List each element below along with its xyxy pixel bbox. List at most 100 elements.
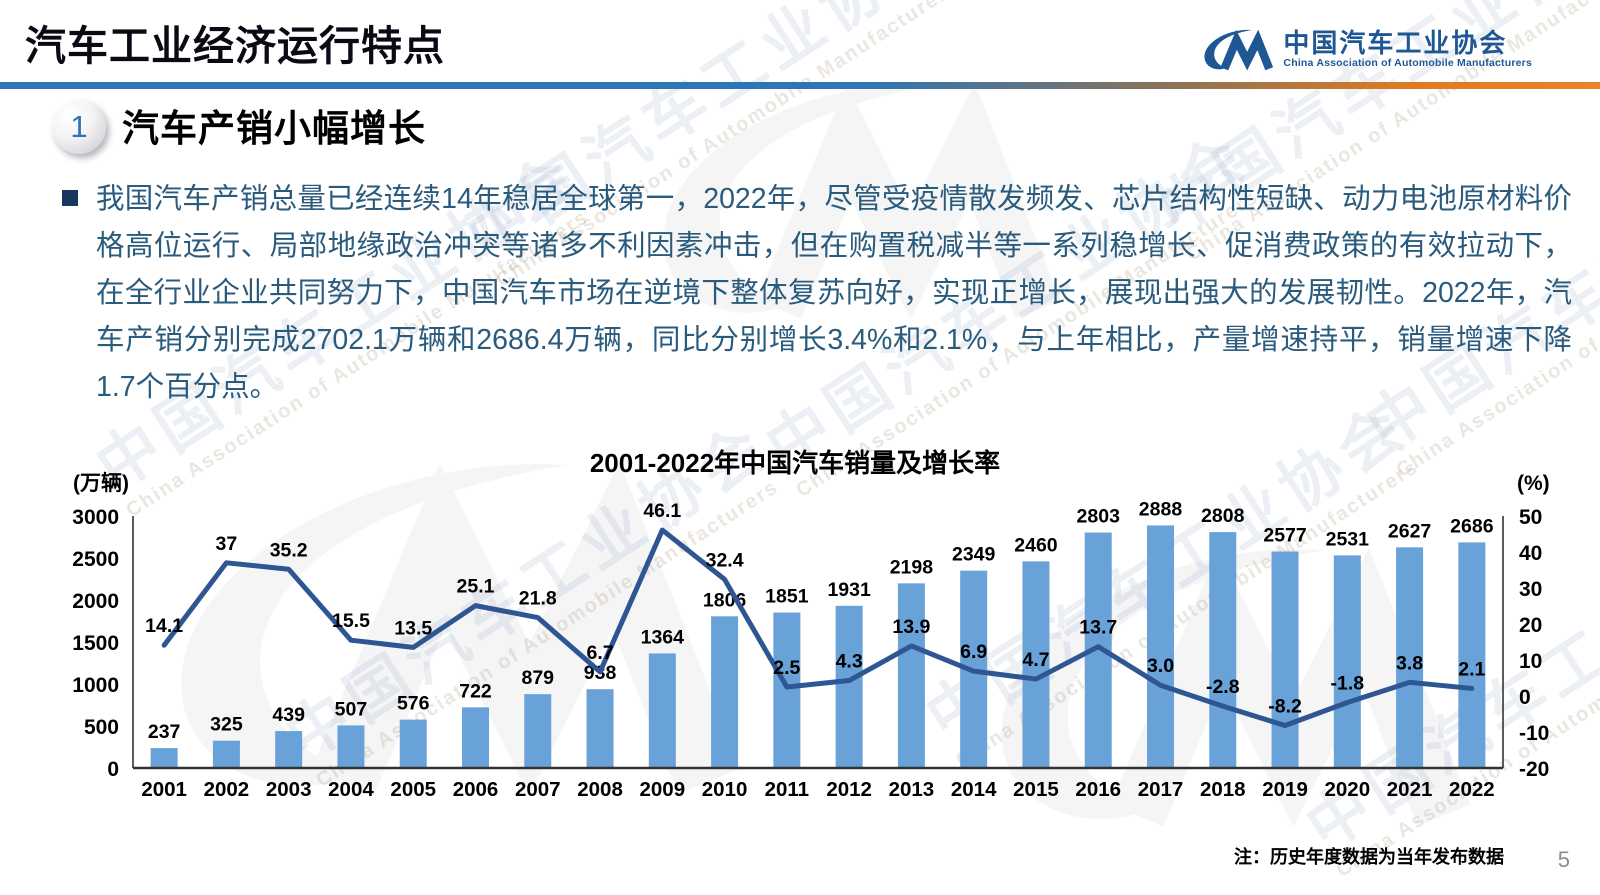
x-tick-2013: 2013 <box>889 778 935 801</box>
bar-label-2012: 1931 <box>827 579 871 601</box>
bar-2007 <box>524 694 552 768</box>
bar-label-2016: 2803 <box>1077 506 1121 528</box>
x-tick-2007: 2007 <box>515 778 561 801</box>
caam-logo-mark <box>1204 29 1274 71</box>
footnote: 注：历史年度数据为当年发布数据 <box>1234 847 1504 867</box>
bar-2010 <box>711 616 739 768</box>
line-label-2015: 4.7 <box>1022 649 1049 671</box>
x-tick-2011: 2011 <box>765 778 809 801</box>
bar-label-2002: 325 <box>210 714 243 736</box>
line-label-2006: 25.1 <box>457 576 495 598</box>
left-axis-tick: 2000 <box>72 590 119 613</box>
section-title: 汽车产销小幅增长 <box>122 108 426 149</box>
bar-2009 <box>648 653 676 768</box>
bar-label-2013: 2198 <box>890 556 934 578</box>
right-axis-tick: 30 <box>1519 578 1542 601</box>
left-axis-tick: 500 <box>84 716 119 739</box>
line-label-2018: -2.8 <box>1206 676 1240 698</box>
line-label-2010: 32.4 <box>706 549 744 571</box>
line-label-2011: 2.5 <box>773 657 800 679</box>
right-axis-tick: 20 <box>1519 614 1542 637</box>
right-axis-tick: 10 <box>1519 650 1542 673</box>
bar-label-2011: 1851 <box>765 586 809 608</box>
line-label-2016: 13.7 <box>1079 617 1117 639</box>
line-label-2001: 14.1 <box>145 615 183 637</box>
bar-2012 <box>835 605 863 768</box>
bar-label-2017: 2888 <box>1139 498 1183 520</box>
line-label-2012: 4.3 <box>836 651 863 673</box>
bar-label-2003: 439 <box>272 704 305 726</box>
x-tick-2014: 2014 <box>951 778 997 801</box>
x-tick-2015: 2015 <box>1013 778 1059 801</box>
bar-label-2006: 722 <box>459 680 492 702</box>
right-axis-tick: 40 <box>1519 542 1542 565</box>
bar-label-2007: 879 <box>521 667 554 689</box>
left-axis-tick: 1500 <box>72 632 119 655</box>
x-tick-2016: 2016 <box>1075 778 1121 801</box>
x-tick-2021: 2021 <box>1387 778 1433 801</box>
left-axis-tick: 2500 <box>72 548 119 571</box>
bar-2021 <box>1396 547 1424 768</box>
bar-2020 <box>1333 555 1361 768</box>
bar-label-2019: 2577 <box>1263 525 1306 547</box>
left-axis-tick: 0 <box>107 758 119 781</box>
line-label-2013: 13.9 <box>892 616 930 638</box>
page-title: 汽车工业经济运行特点 <box>25 23 445 69</box>
right-axis-tick: -20 <box>1519 758 1549 781</box>
right-axis-tick: 50 <box>1519 506 1542 529</box>
line-label-2014: 6.9 <box>960 641 987 663</box>
line-label-2007: 21.8 <box>519 588 557 610</box>
x-tick-2018: 2018 <box>1200 778 1246 801</box>
left-axis-tick: 3000 <box>72 506 119 529</box>
body-paragraph: 我国汽车产销总量已经连续14年稳居全球第一，2022年，尽管受疫情散发频发、芯片… <box>62 176 1572 411</box>
bar-2001 <box>150 748 178 768</box>
bar-2006 <box>462 707 489 768</box>
left-axis-unit: (万辆) <box>73 471 129 495</box>
section-number: 1 <box>70 109 88 144</box>
page-number: 5 <box>1557 847 1570 872</box>
x-tick-2004: 2004 <box>328 778 374 801</box>
caam-logo: 中国汽车工业协会 China Association of Automobile… <box>1197 22 1532 76</box>
x-tick-2010: 2010 <box>702 778 748 801</box>
right-axis-unit: (%) <box>1517 472 1550 495</box>
bar-2017 <box>1147 525 1174 768</box>
bar-2002 <box>212 740 240 768</box>
chart-canvas: 2001-2022年中国汽车销量及增长率(万辆) (%)3000250020001… <box>72 448 1550 801</box>
bar-2013 <box>897 583 925 768</box>
section-number-badge: 1 <box>52 100 106 154</box>
bar-label-2015: 2460 <box>1014 534 1058 556</box>
bar-2008 <box>586 689 614 768</box>
line-label-2021: 3.8 <box>1396 652 1423 674</box>
x-tick-2009: 2009 <box>640 778 686 801</box>
chart-title: 2001-2022年中国汽车销量及增长率 <box>590 448 1000 478</box>
bar-2015 <box>1022 561 1050 768</box>
x-tick-2017: 2017 <box>1138 778 1184 801</box>
x-tick-2022: 2022 <box>1449 778 1495 801</box>
x-tick-2019: 2019 <box>1262 778 1308 801</box>
right-axis-tick: 0 <box>1519 686 1531 709</box>
bar-label-2001: 237 <box>148 721 181 743</box>
x-tick-2020: 2020 <box>1325 778 1371 801</box>
growth-line <box>161 527 1475 729</box>
x-tick-2008: 2008 <box>577 778 623 801</box>
bar-2005 <box>399 719 427 768</box>
x-tick-2002: 2002 <box>204 778 250 801</box>
x-tick-2001: 2001 <box>141 778 187 801</box>
bar-2004 <box>337 725 365 768</box>
line-label-2019: -8.2 <box>1268 696 1302 718</box>
bar-2018 <box>1209 532 1237 768</box>
right-axis-tick: -10 <box>1519 722 1549 745</box>
line-label-2005: 13.5 <box>394 617 432 639</box>
bar-2022 <box>1458 542 1486 768</box>
body-paragraph-text: 我国汽车产销总量已经连续14年稳居全球第一，2022年，尽管受疫情散发频发、芯片… <box>96 183 1572 403</box>
bullet-square-icon <box>62 190 78 206</box>
line-label-2003: 35.2 <box>270 539 308 561</box>
bar-label-2009: 1364 <box>641 626 685 648</box>
left-axis-tick: 1000 <box>72 674 119 697</box>
bar-label-2022: 2686 <box>1450 515 1494 537</box>
bar-label-2021: 2627 <box>1388 520 1431 542</box>
bar-label-2014: 2349 <box>952 544 996 566</box>
x-tick-2006: 2006 <box>453 778 499 801</box>
line-label-2017: 3.0 <box>1147 655 1174 677</box>
